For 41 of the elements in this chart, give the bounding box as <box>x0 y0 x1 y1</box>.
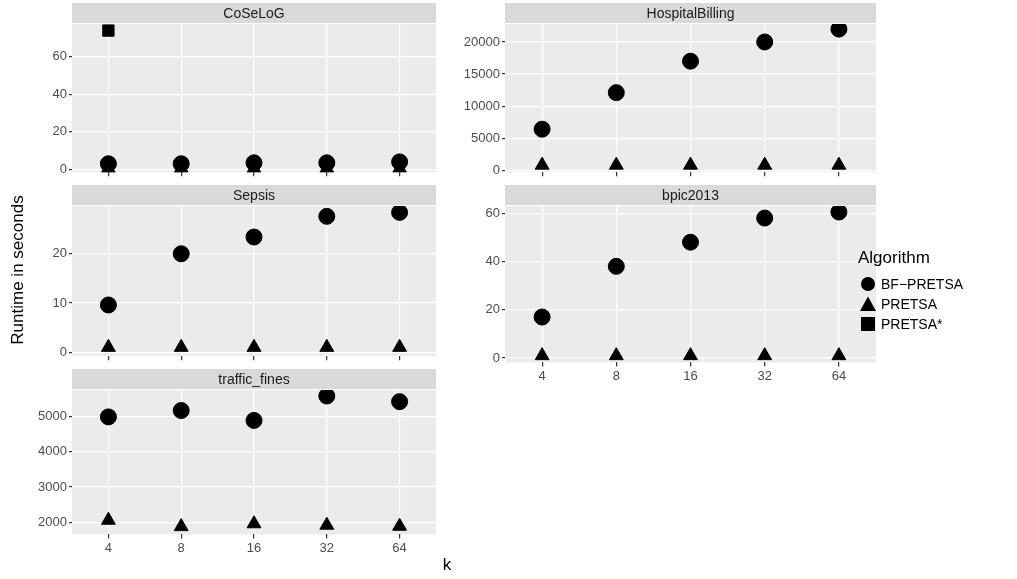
y-tick-label: 0 <box>59 343 67 359</box>
chart-title: traffic_fines <box>218 370 290 387</box>
y-tick-label: 40 <box>485 253 500 269</box>
x-tick-label: 4 <box>104 539 113 555</box>
x-tick-label: 64 <box>831 367 847 383</box>
x-tick-label: 16 <box>683 367 698 383</box>
y-tick-label: 60 <box>52 48 67 64</box>
y-tick-label: 20000 <box>463 33 500 49</box>
chart-title: CoSeLoG <box>223 4 285 21</box>
chart-title: Sepsis <box>232 186 276 203</box>
y-tick-label: 5000 <box>38 407 67 423</box>
x-tick-label: 8 <box>612 367 620 383</box>
y-tick-label: 40 <box>52 85 67 101</box>
legend-label: PRETSA* <box>881 316 943 332</box>
x-tick-label: 32 <box>319 539 335 555</box>
y-tick-label: 0 <box>492 349 500 365</box>
y-tick-label: 10 <box>52 294 67 310</box>
y-axis-title: Runtime in seconds <box>8 195 28 345</box>
chart-title: HospitalBilling <box>646 4 735 21</box>
x-tick-label: 32 <box>757 367 772 383</box>
y-tick-label: 5000 <box>471 129 500 145</box>
x-axis-title: k <box>442 555 452 575</box>
y-tick-label: 60 <box>485 204 500 220</box>
y-tick-label: 2000 <box>38 513 67 529</box>
legend-title: Algorithm <box>858 248 931 268</box>
y-tick-label: 20 <box>485 301 500 317</box>
y-tick-label: 15000 <box>463 65 500 81</box>
y-tick-label: 10000 <box>463 97 500 113</box>
y-tick-label: 0 <box>59 160 67 176</box>
legend-label: PRETSA <box>881 296 938 312</box>
y-tick-label: 3000 <box>38 478 67 494</box>
x-tick-label: 16 <box>246 539 262 555</box>
x-tick-label: 4 <box>538 367 546 383</box>
legend-label: BF−PRETSA <box>881 276 964 292</box>
y-tick-label: 20 <box>52 245 67 261</box>
y-tick-label: 20 <box>52 123 67 139</box>
y-tick-label: 0 <box>492 161 500 177</box>
y-tick-label: 4000 <box>38 443 67 459</box>
chart-title: bpic2013 <box>662 186 720 203</box>
x-tick-label: 8 <box>177 539 185 555</box>
x-tick-label: 64 <box>392 539 407 555</box>
